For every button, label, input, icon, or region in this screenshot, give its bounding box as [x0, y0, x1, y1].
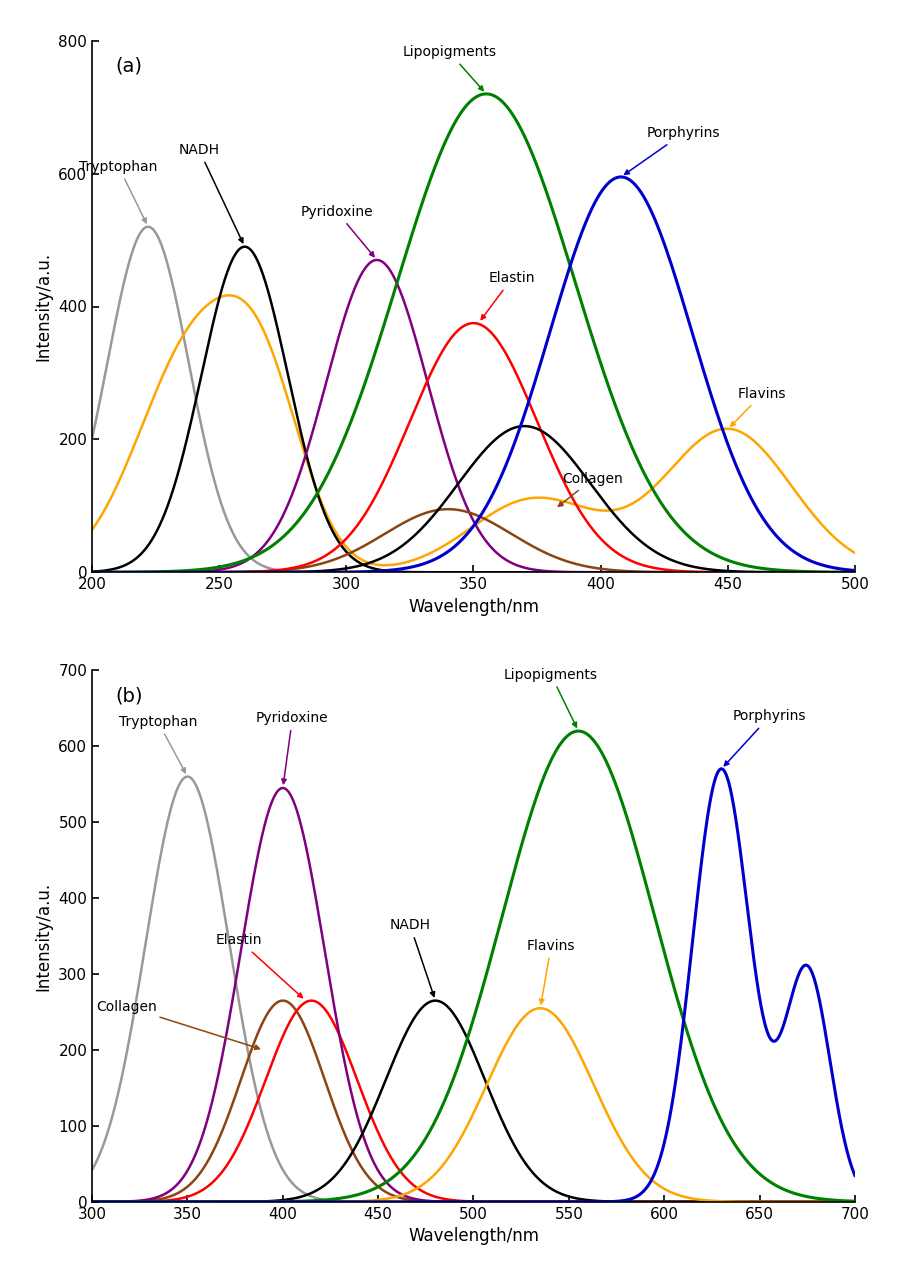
Text: Elastin: Elastin — [480, 271, 535, 320]
Text: Tryptophan: Tryptophan — [118, 714, 197, 773]
Text: Collagen: Collagen — [96, 1000, 259, 1050]
Text: Pyridoxine: Pyridoxine — [301, 205, 374, 256]
Text: Tryptophan: Tryptophan — [79, 160, 158, 223]
Text: (b): (b) — [115, 686, 143, 705]
Text: (a): (a) — [115, 56, 142, 76]
Text: Lipopigments: Lipopigments — [402, 45, 496, 91]
Text: Elastin: Elastin — [216, 933, 302, 997]
Text: Collagen: Collagen — [558, 472, 622, 507]
X-axis label: Wavelength/nm: Wavelength/nm — [407, 1228, 538, 1245]
Text: NADH: NADH — [389, 918, 434, 996]
Text: Lipopigments: Lipopigments — [504, 668, 598, 727]
Text: Porphyrins: Porphyrins — [624, 127, 719, 174]
Text: Porphyrins: Porphyrins — [723, 709, 805, 765]
Text: Pyridoxine: Pyridoxine — [256, 710, 329, 783]
X-axis label: Wavelength/nm: Wavelength/nm — [407, 598, 538, 616]
Text: Flavins: Flavins — [730, 387, 786, 426]
Text: NADH: NADH — [179, 143, 243, 243]
Y-axis label: Intensity/a.u.: Intensity/a.u. — [34, 882, 52, 991]
Y-axis label: Intensity/a.u.: Intensity/a.u. — [34, 252, 52, 361]
Text: Flavins: Flavins — [526, 938, 574, 1004]
